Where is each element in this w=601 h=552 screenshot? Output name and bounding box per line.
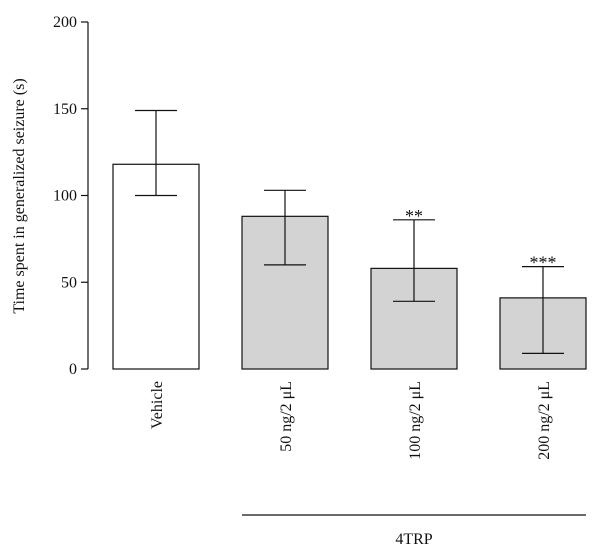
y-axis-label: Time spent in generalized seizure (s): [11, 78, 28, 313]
significance-markers: *****: [405, 206, 557, 273]
error-bars: [135, 109, 564, 354]
y-tick-label: 200: [53, 14, 77, 31]
significance-marker: **: [405, 206, 423, 226]
x-tick-label: 50 ng/2 μL: [278, 381, 295, 452]
group-label: 4TRP: [395, 531, 432, 548]
significance-marker: ***: [530, 253, 557, 273]
x-tick-label: Vehicle: [149, 381, 166, 429]
y-ticks: 0 50 100 150 200: [53, 14, 88, 378]
x-tick-labels: Vehicle 50 ng/2 μL 100 ng/2 μL 200 ng/2 μL: [149, 381, 553, 460]
bars: [112, 163, 587, 370]
y-tick-label: 150: [53, 101, 77, 118]
y-tick-label: 100: [53, 188, 77, 205]
y-tick-label: 50: [61, 274, 77, 291]
x-tick-label: 100 ng/2 μL: [407, 381, 424, 460]
x-tick-label: 200 ng/2 μL: [536, 381, 553, 460]
bar: [112, 163, 200, 370]
y-tick-label: 0: [69, 361, 77, 378]
